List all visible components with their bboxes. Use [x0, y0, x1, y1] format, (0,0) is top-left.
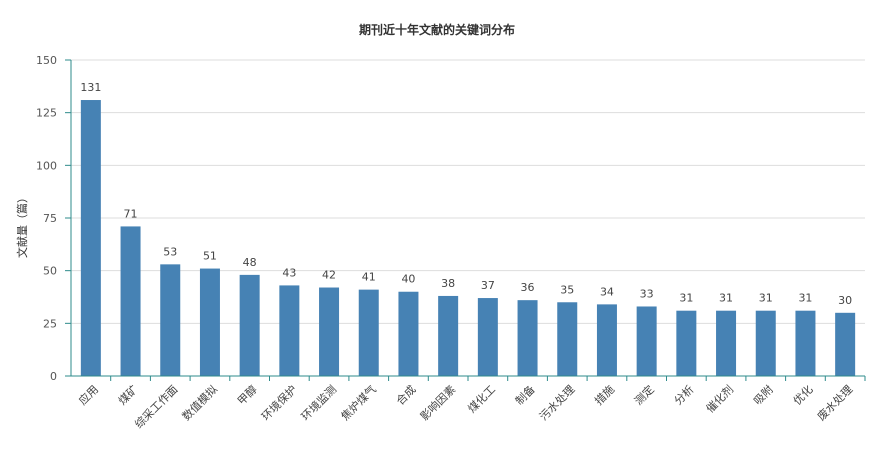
data-label: 51	[203, 250, 217, 263]
data-label: 53	[163, 245, 177, 258]
x-tick-label: 甲醇	[234, 382, 259, 407]
data-label: 34	[600, 285, 614, 298]
bar	[279, 285, 300, 376]
y-tick-label: 0	[50, 370, 57, 383]
bar	[795, 310, 816, 376]
data-label: 38	[441, 277, 455, 290]
data-label: 41	[362, 271, 376, 284]
data-label: 33	[640, 287, 654, 300]
bar	[160, 264, 181, 376]
bar	[438, 295, 459, 376]
x-tick-label: 废水处理	[814, 382, 855, 423]
y-tick-label: 75	[43, 212, 57, 225]
grid-lines	[71, 59, 865, 324]
bar	[80, 100, 101, 376]
data-label: 31	[719, 292, 733, 305]
x-tick-label: 煤化工	[465, 382, 498, 415]
y-ticks-group: 0 25 50 75 100 125 150	[36, 54, 57, 383]
x-tick-label: 环境监测	[298, 382, 339, 423]
data-label: 48	[243, 256, 257, 269]
data-label: 71	[124, 207, 138, 220]
data-label: 31	[759, 292, 773, 305]
bar	[398, 291, 419, 376]
y-axis-label: 文献量（篇）	[15, 192, 29, 258]
x-tick-label: 影响因素	[418, 383, 458, 423]
bar	[358, 289, 379, 376]
x-tick-label: 焦炉煤气	[338, 382, 379, 423]
y-tick-label: 150	[36, 54, 57, 67]
x-tick-label: 分析	[671, 382, 696, 407]
x-tick-label: 制备	[512, 382, 537, 407]
x-tick-label: 煤矿	[116, 383, 141, 408]
bar	[716, 310, 737, 376]
bar	[517, 300, 538, 376]
bar	[676, 310, 697, 376]
bar	[755, 310, 776, 376]
x-tick-label: 测定	[631, 382, 656, 407]
data-label: 31	[679, 292, 693, 305]
data-label: 43	[282, 266, 296, 279]
bar	[596, 304, 617, 376]
data-label: 35	[560, 283, 574, 296]
y-tick-label: 100	[36, 159, 57, 172]
data-label: 31	[798, 292, 812, 305]
x-tick-label: 优化	[790, 382, 815, 407]
x-tick-label: 合成	[393, 382, 418, 407]
x-tick-label: 污水处理	[537, 383, 577, 423]
bar	[239, 274, 260, 376]
chart-title: 期刊近十年文献的关键词分布	[359, 22, 515, 37]
axes-group	[65, 59, 866, 381]
data-label: 37	[481, 279, 495, 292]
x-tick-label: 措施	[592, 382, 617, 407]
x-tick-label: 吸附	[750, 382, 775, 407]
y-tick-label: 125	[36, 107, 57, 120]
x-tick-label: 应用	[76, 382, 101, 407]
bar	[477, 298, 498, 376]
data-label: 36	[521, 281, 535, 294]
bar	[120, 226, 141, 376]
x-tick-label: 催化剂	[703, 382, 736, 415]
y-tick-label: 25	[43, 317, 57, 330]
data-label: 30	[838, 294, 852, 307]
y-tick-label: 50	[43, 265, 57, 278]
bar	[557, 302, 578, 376]
bar	[319, 287, 340, 376]
x-tick-label: 综采工作面	[132, 382, 181, 431]
bar	[636, 306, 657, 376]
data-label: 40	[401, 273, 415, 286]
bars-group	[80, 100, 856, 376]
data-label: 131	[80, 81, 101, 94]
bar	[199, 268, 220, 376]
x-tick-label: 数值模拟	[179, 382, 220, 423]
data-labels-group: 131 71 53 51 48 43 42 41 40 38 37 36 35 34 33 31 31 31 31 3…	[80, 81, 852, 307]
bar	[835, 312, 856, 376]
data-label: 42	[322, 269, 336, 282]
x-tick-label: 环境保护	[258, 382, 299, 423]
